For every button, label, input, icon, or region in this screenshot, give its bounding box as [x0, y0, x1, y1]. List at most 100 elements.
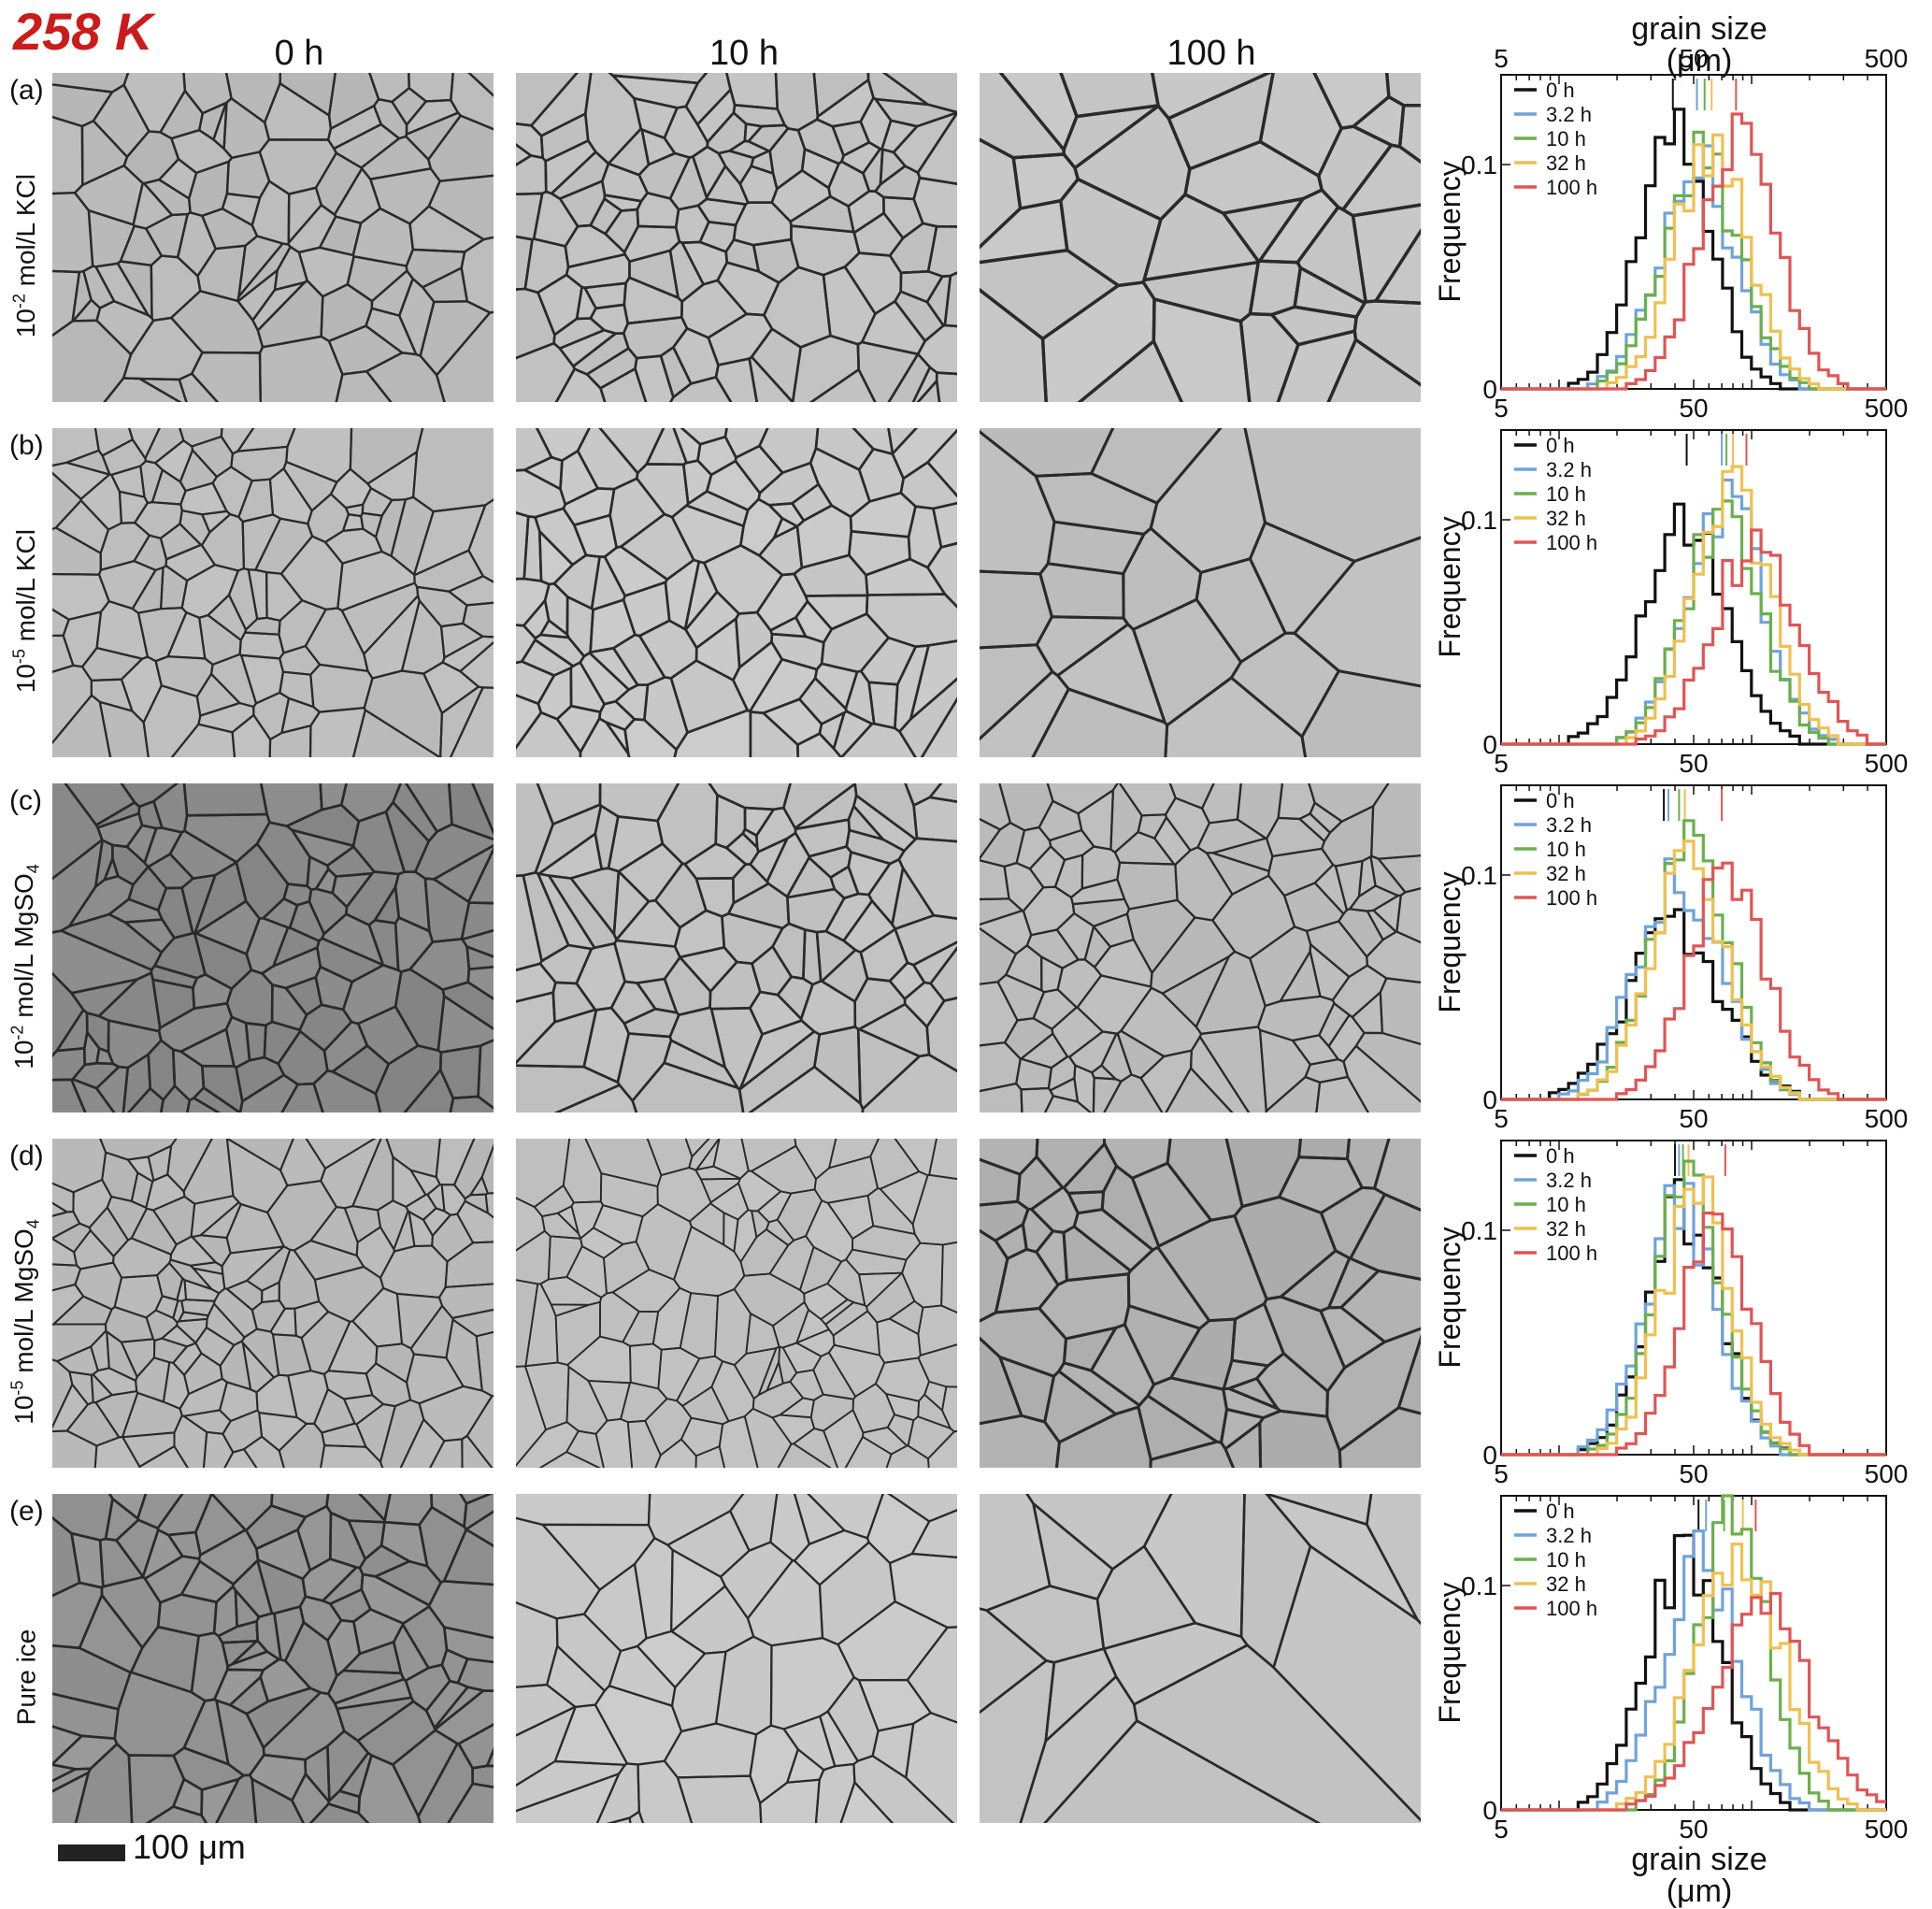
legend-label: 100 h: [1546, 886, 1597, 910]
micrograph-image: [980, 1494, 1421, 1823]
legend-label: 10 h: [1546, 1193, 1586, 1216]
x-tick-label: 5: [1494, 394, 1509, 423]
legend-label: 100 h: [1546, 1597, 1597, 1620]
y-axis-label: Frequency: [1433, 871, 1467, 1012]
legend-label: 32 h: [1546, 1217, 1586, 1241]
panel-letter: (e): [9, 1496, 44, 1527]
histogram-series: [1501, 112, 1886, 391]
x-tick-label: 5: [1494, 1459, 1509, 1488]
micrograph-image: [516, 1139, 957, 1468]
histogram-series: [1501, 1175, 1886, 1457]
histogram-series: [1501, 130, 1886, 391]
y-tick-label: 0: [1482, 730, 1497, 759]
micrograph-image: [52, 428, 494, 757]
x-tick-label: 500: [1865, 1815, 1909, 1844]
x-tick-label: 50: [1679, 749, 1708, 778]
x-tick-label: 50: [1679, 1459, 1708, 1488]
x-tick-label-top: 50: [1679, 44, 1708, 73]
legend-label: 0 h: [1546, 79, 1575, 102]
legend-label: 10 h: [1546, 1548, 1586, 1572]
x-tick-label: 50: [1679, 394, 1708, 423]
legend-label: 100 h: [1546, 531, 1597, 554]
y-tick-label: 0.1: [1461, 151, 1497, 179]
legend-label: 0 h: [1546, 434, 1575, 457]
scale-bar-label: 100 μm: [133, 1828, 246, 1866]
histogram-series: [1501, 1529, 1886, 1812]
x-tick-label: 500: [1865, 394, 1909, 423]
legend-label: 10 h: [1546, 482, 1586, 506]
legend-label: 0 h: [1546, 789, 1575, 812]
column-header-100h: 100 h: [1166, 34, 1256, 73]
y-tick-label: 0.1: [1461, 506, 1497, 535]
histogram-series: [1501, 1159, 1886, 1457]
y-tick-label: 0: [1482, 1441, 1497, 1470]
column-header-0h: 0 h: [274, 34, 324, 73]
top-axis-label: grain size (μm): [1631, 11, 1767, 79]
micrograph-image: [52, 1494, 494, 1823]
legend-label: 3.2 h: [1546, 1169, 1592, 1192]
histogram-chart: 5 50 500 0 0.1 Frequency 0 h 3.2 h 10 h 32 h 100 h: [1433, 415, 1909, 782]
y-tick-label: 0.1: [1461, 861, 1497, 890]
x-tick-label: 500: [1865, 1459, 1909, 1488]
x-tick-label: 5: [1494, 749, 1509, 778]
x-tick-label-top: 5: [1494, 44, 1509, 73]
temperature-title: 258 K: [13, 2, 153, 61]
row-label-text: 10-2 mol/L KCl: [10, 174, 41, 338]
column-header-10h: 10 h: [709, 34, 779, 73]
row-label: Pure ice: [7, 1531, 45, 1823]
legend-label: 32 h: [1546, 862, 1586, 885]
micrograph-image: [980, 428, 1421, 757]
row-label-text: 10-5 mol/L KCl: [10, 529, 41, 694]
micrograph-image: [516, 428, 957, 757]
histogram-series: [1501, 528, 1886, 746]
micrograph-image: [516, 73, 957, 402]
legend-label: 3.2 h: [1546, 103, 1592, 126]
y-axis-label: Frequency: [1433, 161, 1467, 302]
row-label: 10-2 mol/L KCl: [7, 110, 45, 402]
x-tick-label: 50: [1679, 1104, 1708, 1133]
micrograph-image: [980, 1139, 1421, 1468]
x-tick-label-top: 500: [1865, 44, 1909, 73]
bottom-axis-label: grain size (μm): [1631, 1842, 1767, 1909]
y-tick-label: 0: [1482, 1796, 1497, 1825]
y-axis-label: Frequency: [1433, 516, 1467, 657]
histogram-chart: 5 5 50 50 500 500 0 0.1 Frequency 0 h 3.2 h 10 h 32 …: [1433, 44, 1909, 426]
micrograph-image: [52, 783, 494, 1112]
legend-label: 10 h: [1546, 838, 1586, 861]
legend-label: 10 h: [1546, 127, 1586, 151]
y-axis-label: Frequency: [1433, 1582, 1467, 1723]
legend-label: 3.2 h: [1546, 458, 1592, 481]
legend-label: 0 h: [1546, 1144, 1575, 1168]
legend-label: 100 h: [1546, 176, 1597, 199]
scale-bar: [58, 1844, 125, 1861]
histogram-series: [1501, 1591, 1886, 1812]
legend-label: 3.2 h: [1546, 1524, 1592, 1547]
row-label-text: 10-5 mol/L MgSO4: [8, 1219, 43, 1425]
legend-label: 32 h: [1546, 151, 1586, 175]
x-tick-label: 5: [1494, 1104, 1509, 1133]
histogram-series: [1501, 502, 1886, 746]
micrograph-image: [52, 1139, 494, 1468]
histogram-chart: 5 50 500 0 0.1 Frequency 0 h 3.2 h 10 h 32 h 100 h: [1433, 1126, 1909, 1492]
y-tick-label: 0.1: [1461, 1216, 1497, 1245]
y-tick-label: 0.1: [1461, 1572, 1497, 1600]
micrograph-image: [980, 73, 1421, 402]
row-label: 10-5 mol/L KCl: [7, 466, 45, 757]
y-axis-label: Frequency: [1433, 1227, 1467, 1368]
histogram-chart: 5 50 500 0 0.1 Frequency 0 h 3.2 h 10 h 32 h 100 h: [1433, 770, 1909, 1137]
x-tick-label: 500: [1865, 1104, 1909, 1133]
legend-label: 0 h: [1546, 1500, 1575, 1523]
row-label-text: 10-2 mol/L MgSO4: [8, 864, 43, 1069]
x-tick-label: 50: [1679, 1815, 1708, 1844]
histogram-series: [1501, 1212, 1886, 1457]
legend-label: 32 h: [1546, 1572, 1586, 1596]
panel-letter: (b): [9, 430, 44, 461]
micrograph-image: [516, 783, 957, 1112]
panel-letter: (a): [9, 75, 44, 106]
micrograph-image: [52, 73, 494, 402]
panel-letter: (d): [9, 1141, 44, 1171]
